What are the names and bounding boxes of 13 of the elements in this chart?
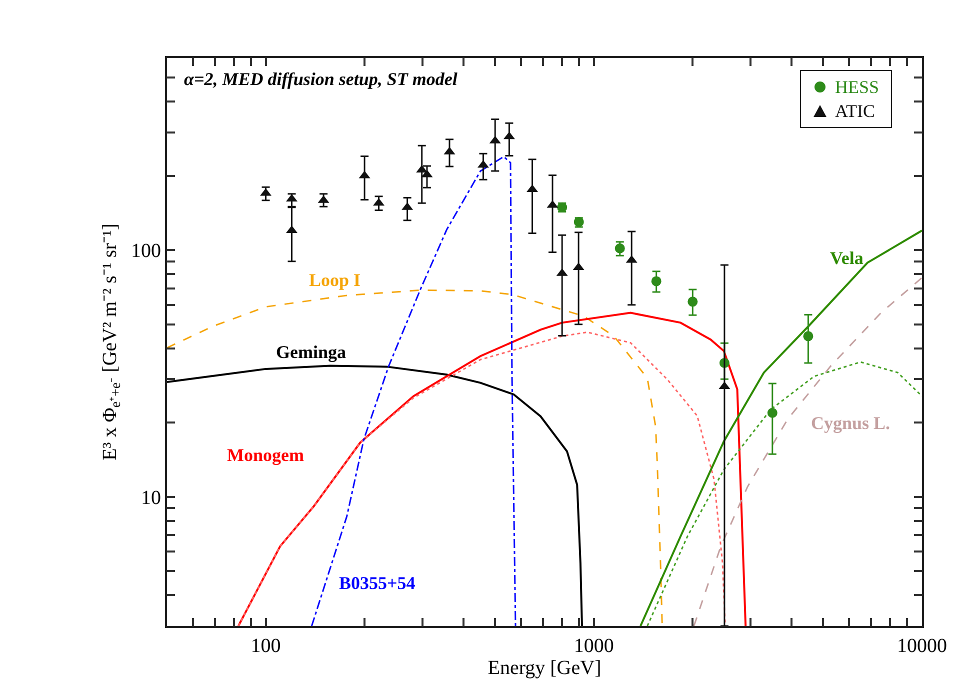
x-tick-label: 1000	[574, 635, 614, 657]
series-label: Monogem	[227, 445, 304, 465]
series-label: Vela	[830, 248, 864, 268]
x-tick-label: 10000	[897, 635, 947, 657]
x-axis-title: Energy [GeV]	[488, 657, 602, 679]
series-label: Geminga	[276, 342, 346, 362]
series-label: B0355+54	[339, 573, 416, 593]
legend: HESS ATIC	[800, 70, 892, 128]
series-label: Cygnus L.	[811, 413, 890, 433]
series-label: Loop I	[309, 270, 361, 290]
y-tick-label: 10	[141, 486, 161, 509]
x-tick-label: 100	[250, 635, 281, 657]
annotation: α=2, MED diffusion setup, ST model	[184, 69, 458, 89]
